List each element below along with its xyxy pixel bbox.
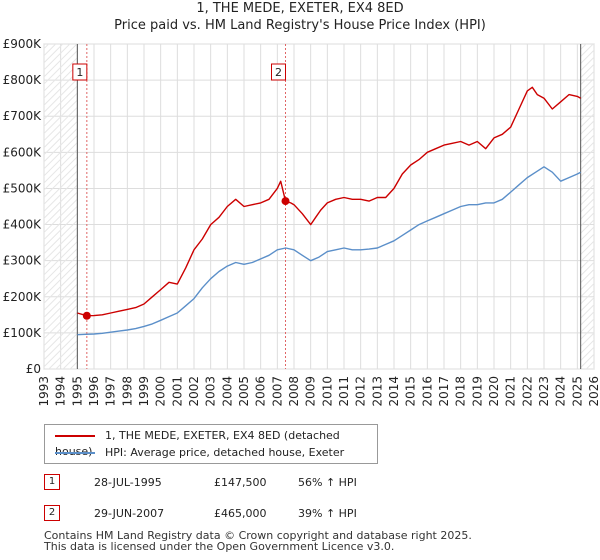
sale-price: £465,000 xyxy=(214,507,267,520)
y-tick-label: £800K xyxy=(3,73,43,87)
hpi-series-line xyxy=(77,166,582,336)
sale-price: £147,500 xyxy=(214,476,267,489)
x-tick-label: 2018 xyxy=(454,376,468,407)
marker-box-1 xyxy=(72,63,88,81)
x-tick-label: 2004 xyxy=(220,376,234,407)
sale-point-1 xyxy=(82,311,91,320)
marker-box-2 xyxy=(271,63,286,81)
legend: 1, THE MEDE, EXETER, EX4 8ED (detached h… xyxy=(44,424,378,464)
footer: Contains HM Land Registry data © Crown c… xyxy=(44,530,472,552)
x-tick-label: 1994 xyxy=(54,376,68,407)
x-tick-label: 2013 xyxy=(370,376,384,407)
x-tick-label: 2017 xyxy=(437,376,451,407)
sale-number: 2 xyxy=(44,505,60,521)
x-tick-label: 2025 xyxy=(570,376,584,407)
x-tick-label: 2020 xyxy=(487,376,501,407)
x-tick-label: 2000 xyxy=(154,376,168,407)
x-tick-label: 2019 xyxy=(470,376,484,407)
footer-line-2: This data is licensed under the Open Gov… xyxy=(44,540,395,553)
x-tick-label: 2016 xyxy=(420,376,434,407)
hatch-region-left xyxy=(44,44,78,369)
sale-point-2 xyxy=(281,197,290,206)
chart-subtitle: Price paid vs. HM Land Registry's House … xyxy=(114,18,486,33)
footer-line-1: Contains HM Land Registry data © Crown c… xyxy=(44,529,472,542)
x-tick-label: 2008 xyxy=(287,376,301,407)
price-chart: £0 £100K £200K £300K £400K £500K £600K £700K £80… xyxy=(3,37,600,407)
plot-area xyxy=(43,43,595,370)
marker-label-1: 1 xyxy=(76,66,83,79)
x-tick-label: 2001 xyxy=(170,376,184,407)
sale-number: 1 xyxy=(44,474,60,490)
sale-date: 28-JUL-1995 xyxy=(94,476,162,489)
x-tick-label: 2022 xyxy=(520,376,534,407)
x-tick-label: 2026 xyxy=(587,376,600,407)
legend-item-hpi: HPI: Average price, detached house, Exet… xyxy=(55,445,344,461)
x-tick-label: 1998 xyxy=(120,376,134,407)
legend-label-hpi: HPI: Average price, detached house, Exet… xyxy=(105,446,345,459)
legend-swatch-hpi xyxy=(55,452,95,454)
x-tick-label: 1995 xyxy=(70,376,84,407)
x-tick-label: 2015 xyxy=(404,376,418,407)
x-tick-label: 2003 xyxy=(204,376,218,407)
x-tick-label: 2023 xyxy=(537,376,551,407)
x-tick-label: 2009 xyxy=(304,376,318,407)
sale-points xyxy=(82,197,290,320)
hatch-region-right xyxy=(580,44,594,369)
y-tick-label: £900K xyxy=(3,37,43,51)
y-tick-label: £600K xyxy=(3,145,43,159)
series-layer xyxy=(77,86,582,336)
legend-label-property: 1, THE MEDE, EXETER, EX4 8ED (detached h… xyxy=(55,429,340,458)
chart-title: 1, THE MEDE, EXETER, EX4 8ED xyxy=(196,1,404,16)
y-tick-label: £500K xyxy=(3,181,43,195)
x-tick-label: 2002 xyxy=(187,376,201,407)
y-tick-label: £400K xyxy=(3,218,43,232)
chart-title-block: 1, THE MEDE, EXETER, EX4 8ED Price paid … xyxy=(0,0,600,34)
sale-hpi-change: 39% ↑ HPI xyxy=(298,507,357,520)
x-tick-label: 2014 xyxy=(387,376,401,407)
x-tick-label: 1997 xyxy=(104,376,118,407)
marker-label-2: 2 xyxy=(275,66,282,79)
y-tick-label: £100K xyxy=(3,326,43,340)
property-series-line xyxy=(77,86,582,317)
y-tick-label: £200K xyxy=(3,290,43,304)
y-tick-label: £0 xyxy=(26,362,41,376)
legend-item-property: 1, THE MEDE, EXETER, EX4 8ED (detached h… xyxy=(55,428,377,458)
x-tick-label: 2012 xyxy=(354,376,368,407)
hatch-regions xyxy=(44,44,594,369)
y-tick-label: £300K xyxy=(3,254,43,268)
y-tick-label: £700K xyxy=(3,109,43,123)
x-tick-label: 2005 xyxy=(237,376,251,407)
sale-date: 29-JUN-2007 xyxy=(94,507,165,520)
x-tick-label: 2021 xyxy=(504,376,518,407)
x-tick-label: 1996 xyxy=(87,376,101,407)
x-tick-label: 2010 xyxy=(320,376,334,407)
x-tick-label: 2006 xyxy=(254,376,268,407)
x-tick-label: 1993 xyxy=(37,376,51,407)
legend-swatch-property xyxy=(55,435,95,437)
x-tick-label: 2024 xyxy=(554,376,568,407)
x-tick-label: 2007 xyxy=(270,376,284,407)
axis-labels: £0 £100K £200K £300K £400K £500K £600K £700K £80… xyxy=(3,37,600,407)
sale-hpi-change: 56% ↑ HPI xyxy=(298,476,357,489)
x-tick-label: 1999 xyxy=(137,376,151,407)
x-tick-label: 2011 xyxy=(337,376,351,407)
